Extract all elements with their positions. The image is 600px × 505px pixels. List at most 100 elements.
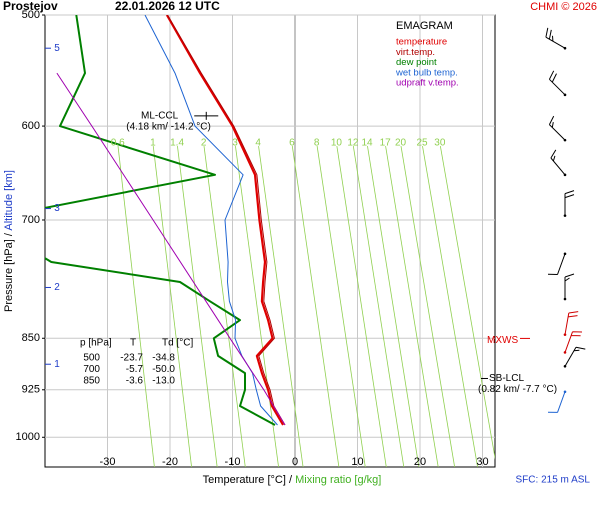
wind-station (563, 46, 567, 50)
wind-barb (545, 27, 566, 49)
x-tick-label: 20 (414, 456, 426, 468)
station: Prostejov (3, 0, 58, 13)
table-header: T (130, 338, 136, 349)
legend-entry: udpraft v.temp. (396, 78, 459, 89)
wind-station (563, 333, 567, 336)
table-cell: 700 (83, 364, 100, 375)
y-axis-label: Pressure [hPa] / Altitude [km] (3, 170, 15, 312)
mixing-ratio-label: 12 (347, 138, 359, 149)
y-tick-label: 1000 (16, 431, 40, 443)
wind-barb (564, 273, 575, 300)
mixing-ratio-line (291, 145, 340, 467)
mixing-ratio-label: 14 (361, 138, 373, 149)
mixing-ratio-label: 6 (289, 138, 295, 149)
table-header: p [hPa] (80, 338, 112, 349)
mixing-ratio-label: 25 (416, 138, 428, 149)
y-tick-label: 925 (22, 384, 40, 396)
x-tick-label: 10 (351, 456, 363, 468)
overlay: -30 -20 -10 0 10 20 30500600700850925100012350… (16, 9, 558, 468)
mixing-ratio-line (352, 145, 405, 467)
wind-barb (564, 190, 575, 216)
table-cell: -50.0 (152, 364, 175, 375)
wind-barb (564, 331, 583, 353)
table-cell: -23.7 (120, 353, 143, 364)
profile-line (45, 15, 276, 426)
mixing-ratio-label: 4 (255, 138, 261, 149)
wind-station (563, 364, 567, 368)
mixing-ratio-line (439, 145, 495, 460)
wind-station (563, 214, 567, 217)
y-tick-label: 600 (22, 120, 40, 132)
y-label-sep: / (3, 232, 15, 236)
mixing-ratio-label: 2 (201, 138, 207, 149)
wind-station (563, 351, 567, 354)
altitude-label: 2 (54, 282, 60, 293)
mxws-label: MXWS (487, 335, 518, 346)
x-tick-label: -30 (100, 456, 116, 468)
x2-label: Mixing ratio [g/kg] (295, 474, 381, 486)
mixing-ratio-label: 30 (434, 138, 446, 149)
legend-entry: temperature (396, 37, 447, 48)
x-label: Temperature [°C] (203, 474, 286, 486)
mixing-ratio-line (422, 145, 478, 467)
table-cell: -34.8 (152, 353, 175, 364)
legend-title: EMAGRAM (396, 20, 453, 32)
x-tick-label: -20 (162, 456, 178, 468)
mixing-ratio-label: 17 (380, 138, 392, 149)
y-tick-label: 500 (22, 9, 40, 21)
legend-entry: wet bulb temp. (395, 67, 458, 78)
mixing-ratio-label: 8 (314, 138, 320, 149)
mixing-ratio-line (235, 145, 279, 467)
mixing-ratio-line (177, 146, 218, 467)
mixing-ratio-line (336, 145, 387, 467)
x-axis-label: Temperature [°C] / Mixing ratio [g/kg] (203, 474, 382, 486)
profile-line (56, 72, 286, 426)
wind-station (563, 297, 567, 301)
y-tick-label: 850 (22, 332, 40, 344)
lcl-detail: (0.82 km/ -7.7 °C) (478, 384, 557, 395)
x-label-sep: / (289, 474, 293, 486)
wind-barb (547, 391, 566, 413)
altitude-label: 5 (54, 43, 60, 54)
wind-station (563, 138, 567, 142)
profile-line (167, 15, 286, 426)
x-tick-label: 30 (476, 456, 488, 468)
wind-station (563, 173, 567, 177)
x-tick-label: 0 (292, 456, 298, 468)
y-tick-label: 700 (22, 214, 40, 226)
altitude-label: 3 (54, 203, 60, 214)
plot-area (45, 15, 495, 467)
table-cell: -5.7 (126, 364, 144, 375)
y-label: Pressure [hPa] (3, 239, 15, 312)
wind-barb (564, 346, 586, 367)
mixing-ratio-line (400, 145, 456, 467)
time: 22.01.2026 12 UTC (115, 0, 220, 13)
wind-barb (548, 70, 566, 96)
wind-barb (550, 149, 566, 176)
legend-entry: dew point (396, 57, 437, 68)
mixing-ratio-line (367, 145, 420, 467)
mixing-ratio-label: 0.6 (111, 138, 125, 149)
wind-barb (564, 311, 579, 335)
grid (45, 14, 495, 467)
x-tick-label: -10 (225, 456, 241, 468)
mixing-ratio-label: 20 (395, 138, 407, 149)
mixing-ratio-line (385, 145, 439, 467)
mixing-ratio-line (316, 145, 366, 467)
surface-info: SFC: 215 m ASL (516, 475, 591, 486)
ccl-detail: (4.18 km/ -14.2 °C) (126, 121, 211, 132)
mixing-ratio-label: 1 (150, 138, 156, 149)
mixing-ratio-line (152, 146, 192, 467)
profile-line (165, 15, 285, 426)
table-header: Td [°C] (162, 338, 193, 349)
y2-label: Altitude [km] (3, 170, 15, 231)
table-cell: -3.6 (126, 376, 144, 387)
credit: CHMI © 2026 (530, 1, 597, 13)
mixing-ratio-label: 1.4 (170, 138, 184, 149)
altitude-label: 1 (54, 359, 60, 370)
mixing-ratio-line (258, 145, 304, 467)
mixing-ratio-label: 3 (232, 138, 238, 149)
table-cell: 500 (83, 353, 100, 364)
legend-entry: virt.temp. (396, 47, 435, 58)
